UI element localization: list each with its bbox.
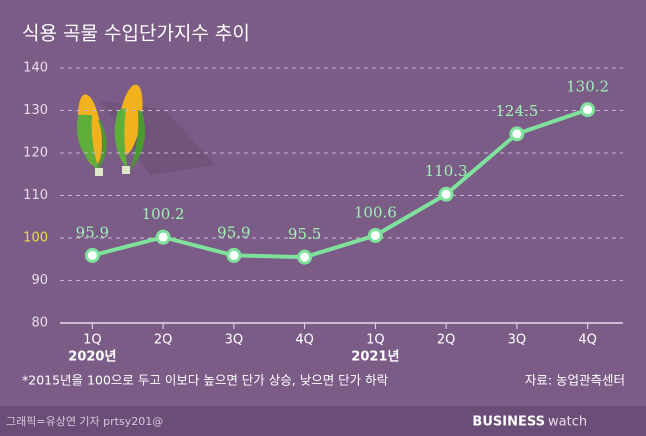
marker [580,102,596,118]
value-label: 130.2 [566,78,609,96]
marker [438,186,454,202]
marker [226,247,242,263]
y-tick-label: 140 [23,61,48,76]
brand-bold: BUSINESS [472,415,545,430]
value-label: 95.5 [288,225,321,243]
value-label: 100.2 [142,205,185,223]
x-tick-label: 4Q [578,333,597,348]
y-tick-label: 90 [31,273,48,288]
marker [297,249,313,265]
marker [367,227,383,243]
chart-title: 식용 곡물 수입단가지수 추이 [22,23,250,45]
y-tick-label: 120 [23,146,48,161]
year-label: 2021년 [351,350,399,365]
x-tick-label: 1Q [83,333,102,348]
x-tick-label: 2Q [437,333,456,348]
value-label: 124.5 [495,102,538,120]
corn-illustration [76,84,215,176]
line [91,107,589,260]
value-label: 100.6 [354,203,397,221]
brand-light: watch [548,415,587,430]
marker [84,247,100,263]
value-label: 95.9 [217,223,250,241]
x-tick-label: 2Q [154,333,173,348]
y-tick-label: 130 [23,103,48,118]
footnote: *2015년을 100으로 두고 이보다 높으면 단가 상승, 낮으면 단가 하… [22,373,389,388]
y-tick-label: 110 [23,188,48,203]
source: 자료: 농업관측센터 [525,373,625,388]
marker [155,229,171,245]
value-label: 110.3 [425,162,468,180]
footer-band [0,406,646,436]
x-tick-label: 3Q [225,333,244,348]
y-tick-label: 100 [23,231,48,246]
x-tick-label: 1Q [366,333,385,348]
marker [509,126,525,142]
year-label: 2020년 [68,350,116,365]
credit: 그래픽=유상연 기자 prtsy201@ [6,415,163,428]
y-tick-label: 80 [31,316,48,331]
value-label: 95.9 [76,223,109,241]
x-tick-label: 3Q [508,333,527,348]
x-tick-label: 4Q [295,333,314,348]
